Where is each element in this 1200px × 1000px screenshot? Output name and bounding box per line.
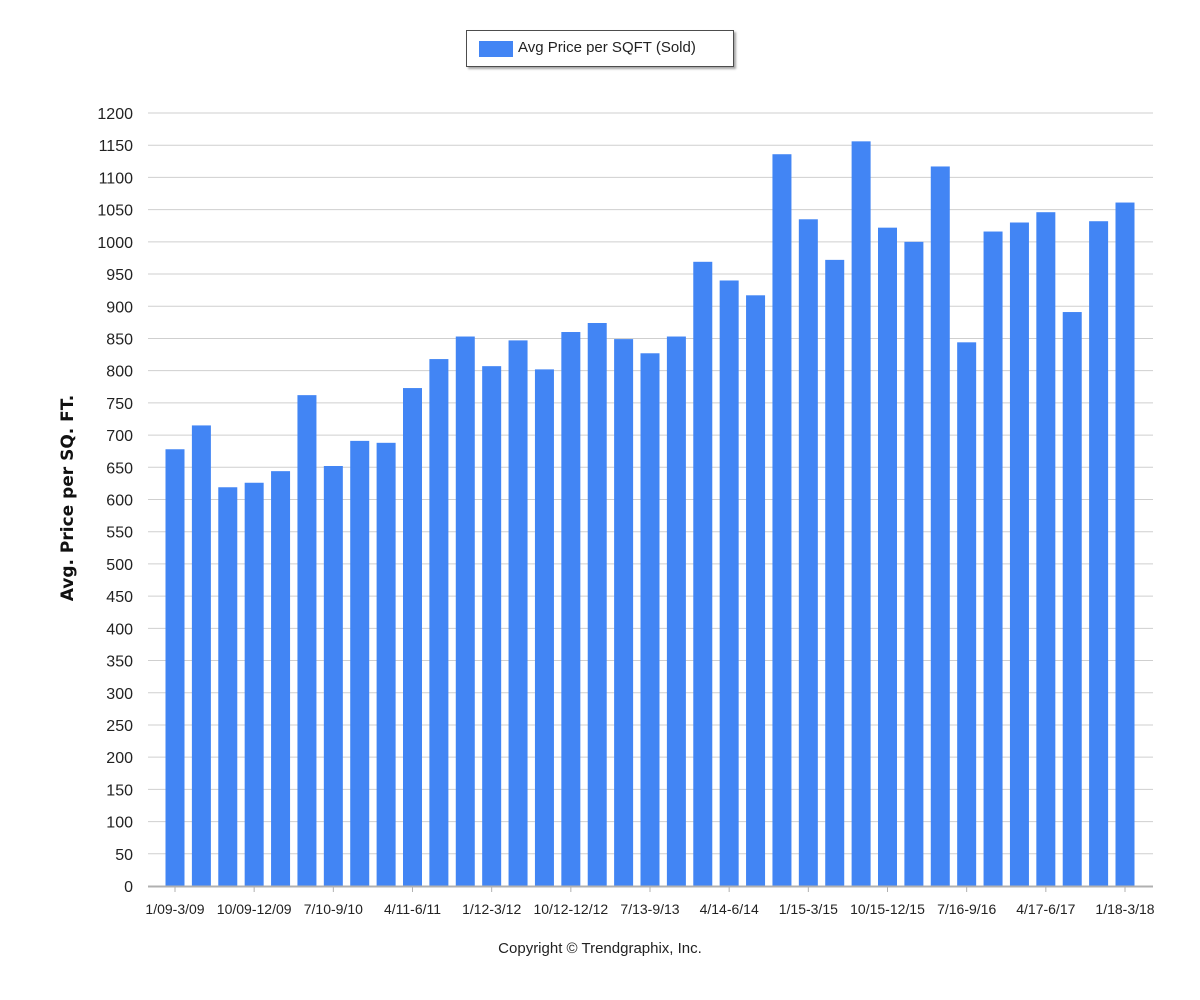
- x-tick-label: 4/14-6/14: [700, 901, 759, 917]
- bar: [904, 241, 924, 887]
- x-tick-label: 1/18-3/18: [1095, 901, 1154, 917]
- bar: [561, 332, 581, 886]
- y-tick-label: 1100: [99, 170, 134, 187]
- y-tick-label: 0: [124, 879, 133, 896]
- axes: 0 50 100 150 200 250 300 350 400 450 500 550 600 650 7…: [97, 106, 1154, 917]
- bar: [693, 261, 713, 886]
- bars: [165, 141, 1135, 887]
- x-tick-label: 7/10-9/10: [304, 901, 363, 917]
- y-tick-label: 800: [106, 364, 133, 381]
- x-tick-label: 4/11-6/11: [384, 901, 441, 917]
- y-tick-label: 250: [106, 718, 133, 735]
- y-tick-label: 300: [106, 686, 133, 703]
- bar: [191, 425, 211, 886]
- legend: Avg Price per SQFT (Sold): [466, 30, 734, 67]
- bar: [640, 353, 660, 886]
- bar: [218, 487, 238, 886]
- copyright-text: Copyright © Trendgraphix, Inc.: [498, 940, 702, 957]
- y-tick-label: 150: [106, 782, 133, 799]
- y-tick-label: 1150: [99, 138, 134, 155]
- y-tick-label: 450: [106, 589, 133, 606]
- bar: [666, 336, 686, 886]
- bar: [1115, 202, 1135, 886]
- bar: [878, 227, 897, 886]
- y-tick-label: 750: [106, 396, 133, 413]
- y-tick-label: 950: [106, 267, 133, 284]
- x-tick-label: 4/17-6/17: [1016, 901, 1075, 917]
- bar: [1062, 312, 1082, 886]
- x-tick-label: 7/13-9/13: [620, 901, 679, 917]
- bar: [851, 141, 871, 887]
- bar: [482, 366, 502, 887]
- x-tick-label: 10/15-12/15: [850, 901, 925, 917]
- bar: [772, 154, 792, 886]
- x-tick-label: 1/15-3/15: [779, 901, 838, 917]
- bar: [1009, 222, 1029, 887]
- bar: [983, 231, 1003, 886]
- y-tick-label: 900: [106, 299, 133, 316]
- legend-label: Avg Price per SQFT (Sold): [518, 39, 696, 56]
- y-tick-label: 50: [115, 847, 133, 864]
- bar: [719, 280, 739, 886]
- bar: [957, 342, 977, 886]
- bar: [323, 466, 343, 886]
- bar: [534, 369, 554, 887]
- x-tick-label: 7/16-9/16: [937, 901, 996, 917]
- bar: [455, 336, 475, 886]
- bar: [614, 339, 634, 886]
- x-tick-label: 1/09-3/09: [145, 901, 204, 917]
- y-tick-label: 350: [106, 654, 133, 671]
- y-tick-label: 200: [106, 750, 133, 767]
- bar: [297, 395, 317, 886]
- bar: [508, 340, 528, 886]
- y-tick-label: 550: [106, 525, 133, 542]
- bar: [429, 359, 449, 886]
- bar: [244, 482, 264, 886]
- bar: [1089, 221, 1109, 887]
- bar: [825, 259, 845, 886]
- bar: [165, 449, 185, 886]
- x-tick-label: 1/12-3/12: [462, 901, 521, 917]
- y-tick-label: 100: [106, 815, 133, 832]
- bar: [1036, 212, 1056, 886]
- bar: [746, 295, 766, 886]
- bar: [376, 442, 396, 886]
- y-tick-label: 1000: [97, 235, 133, 252]
- y-tick-label: 700: [106, 428, 133, 445]
- bar: [930, 166, 950, 887]
- y-tick-label: 650: [106, 460, 133, 477]
- bar: [350, 440, 370, 886]
- bar: [271, 471, 291, 886]
- bar: [403, 388, 422, 886]
- x-tick-label: 10/12-12/12: [533, 901, 608, 917]
- bar: [798, 219, 818, 887]
- y-tick-label: 850: [106, 331, 133, 348]
- y-tick-label: 600: [106, 493, 133, 510]
- y-tick-label: 500: [106, 557, 133, 574]
- y-tick-label: 1200: [97, 106, 133, 123]
- legend-swatch: [479, 41, 513, 57]
- bar: [587, 322, 607, 887]
- y-tick-label: 400: [106, 621, 133, 638]
- x-tick-label: 10/09-12/09: [217, 901, 292, 917]
- y-tick-label: 1050: [97, 203, 133, 220]
